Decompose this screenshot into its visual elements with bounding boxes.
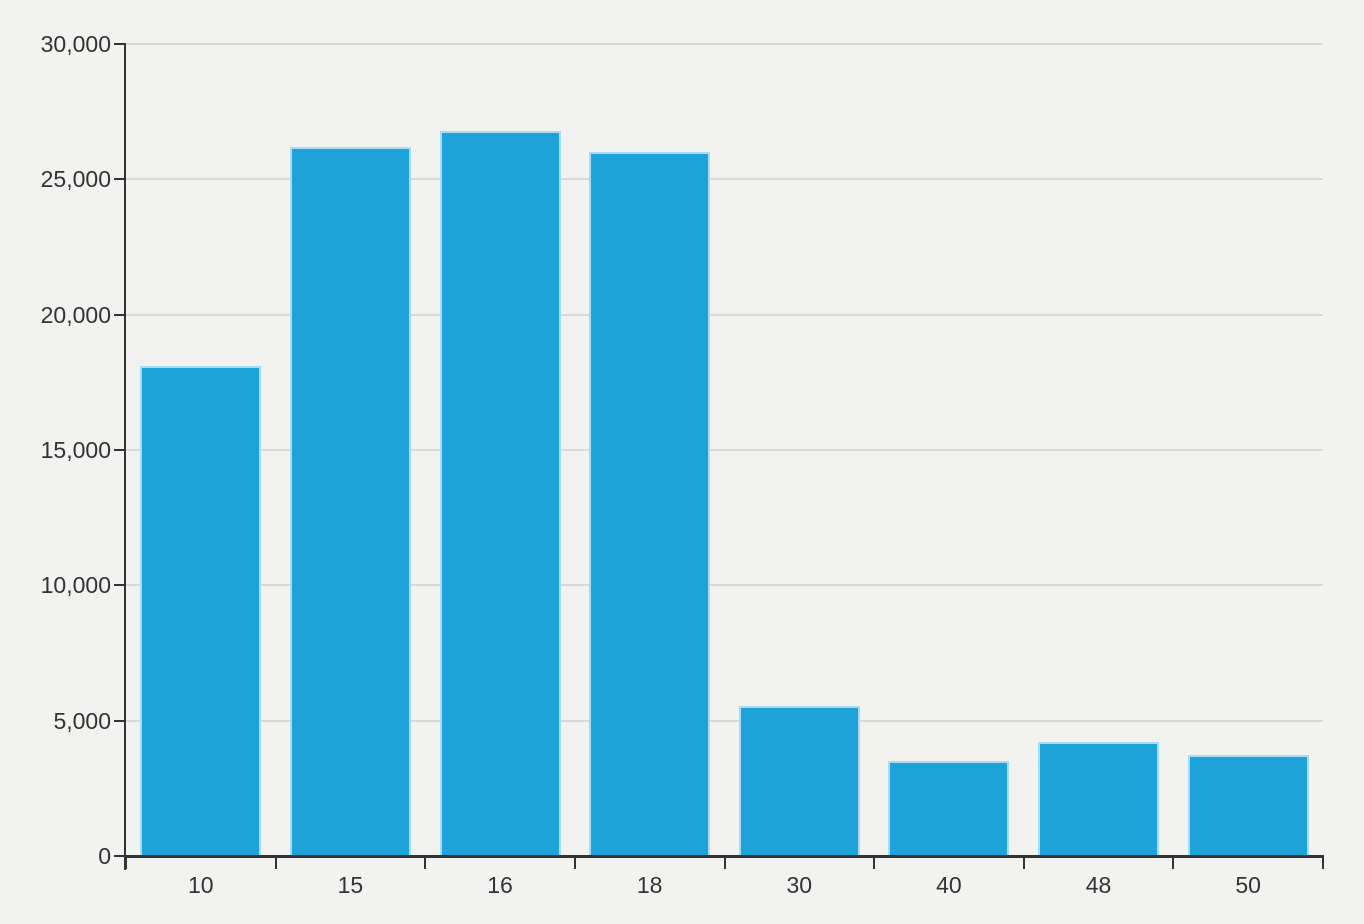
x-axis-tick (125, 856, 127, 869)
bar-16 (439, 130, 561, 856)
bar-50 (1187, 754, 1309, 856)
x-tick-label: 10 (188, 872, 214, 898)
bar-18 (589, 152, 711, 856)
y-axis-tick (114, 178, 126, 181)
y-axis-tick (114, 719, 126, 722)
bar-40 (888, 761, 1010, 856)
y-tick-label: 10,000 (40, 572, 111, 599)
gridline (126, 43, 1323, 45)
x-tick-label: 30 (786, 872, 813, 898)
y-axis-tick (114, 449, 126, 451)
bar-30 (738, 705, 860, 856)
y-axis-tick (114, 584, 126, 587)
x-axis-tick (274, 856, 277, 869)
y-tick-label: 0 (98, 843, 111, 869)
y-tick-label: 25,000 (40, 166, 111, 193)
y-tick-label: 30,000 (40, 31, 111, 57)
y-tick-label: 20,000 (40, 301, 111, 328)
x-axis-tick (1172, 856, 1175, 869)
y-axis-tick (114, 855, 126, 857)
gridline (126, 313, 1323, 316)
bar-15 (289, 146, 411, 856)
x-tick-label: 48 (1085, 872, 1112, 898)
x-tick-label: 18 (636, 872, 663, 898)
y-axis-line (124, 44, 126, 870)
gridline (126, 719, 1323, 722)
y-tick-label: 15,000 (40, 437, 111, 463)
bar-10 (140, 366, 262, 856)
gridline (126, 178, 1323, 181)
x-tick-label: 50 (1235, 872, 1261, 898)
x-axis-tick (1022, 856, 1025, 869)
bar-48 (1038, 742, 1160, 856)
y-axis-tick (114, 313, 126, 316)
x-tick-label: 15 (337, 872, 364, 898)
gridline (126, 584, 1323, 587)
x-axis-tick (873, 856, 876, 869)
x-tick-label: 16 (487, 872, 513, 898)
x-axis-tick (1322, 856, 1324, 869)
y-axis-tick (114, 43, 126, 45)
x-axis-tick (424, 856, 427, 869)
x-axis-tick (723, 856, 726, 869)
x-tick-label: 40 (936, 872, 962, 898)
y-tick-label: 5,000 (53, 707, 111, 734)
x-axis-tick (573, 856, 576, 869)
gridline (126, 449, 1323, 451)
